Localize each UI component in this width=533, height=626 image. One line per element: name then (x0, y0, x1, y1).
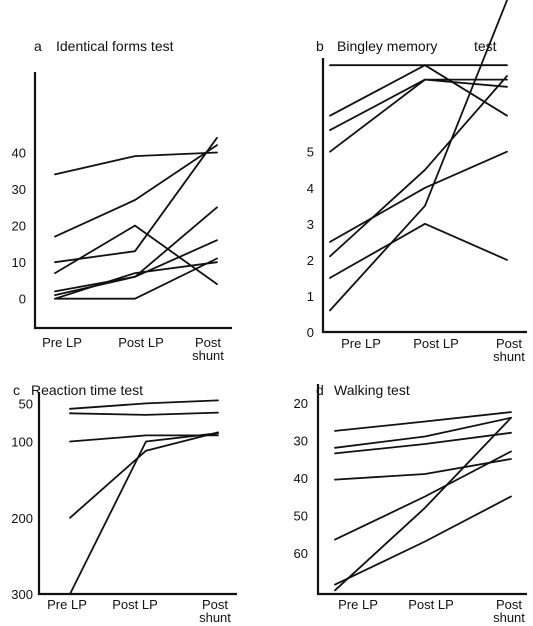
series-line (54, 151, 218, 176)
series-line (54, 257, 218, 300)
panel-b-axes (321, 58, 527, 334)
panel-d-series (334, 411, 512, 592)
panel-d-y-ticks: 20 30 40 50 60 (294, 396, 308, 561)
y-tick-label: 4 (307, 181, 314, 196)
series-line (69, 399, 219, 410)
panel-d-xlabel-post: Post LP (408, 597, 454, 612)
panel-d-letter: d (316, 382, 324, 398)
panel-d-xlabel-pre: Pre LP (338, 597, 378, 612)
series-line (334, 450, 512, 541)
panel-b-letter: b (316, 38, 324, 54)
y-tick-label: 40 (12, 145, 26, 160)
series-line (334, 416, 512, 592)
panel-c-series (69, 399, 219, 595)
series-line (334, 411, 512, 432)
series-line (329, 64, 508, 117)
y-tick-label: 60 (294, 546, 308, 561)
panel-c-letter: c (13, 382, 20, 398)
y-tick-label: 30 (12, 182, 26, 197)
series-line (329, 78, 508, 153)
panel-a-y-ticks: 0 10 20 30 40 (12, 145, 26, 306)
y-tick-label: 10 (12, 255, 26, 270)
panel-b-y-ticks: 0 1 2 3 4 5 (307, 145, 314, 340)
series-line (54, 144, 218, 238)
series-line (329, 78, 508, 132)
y-tick-label: 5 (307, 145, 314, 160)
series-line (69, 411, 219, 416)
panel-d-xlabel-shunt-2: shunt (493, 610, 525, 625)
panel-c-xlabel-pre: Pre LP (47, 597, 87, 612)
series-line (54, 261, 218, 300)
series-line (334, 495, 512, 586)
panel-a-title: Identical forms test (56, 38, 174, 54)
series-line (54, 239, 218, 297)
series-line (334, 416, 512, 449)
panel-c-axes (37, 392, 237, 596)
panel-a-series (54, 136, 218, 300)
y-tick-label: 0 (307, 325, 314, 340)
panel-a-letter: a (34, 38, 42, 54)
y-tick-label: 50 (19, 396, 33, 411)
series-line (69, 431, 219, 519)
y-tick-label: 30 (294, 433, 308, 448)
series-line (329, 150, 508, 243)
series-line (329, 0, 508, 312)
panel-a-axes (33, 72, 232, 330)
panel-d: d Walking test 20 30 40 50 60 Pre LP Post LP… (294, 382, 527, 625)
series-line (69, 432, 219, 595)
y-tick-label: 300 (11, 587, 33, 602)
panel-d-xlabel-shunt-1: Post (496, 597, 522, 612)
panel-c-title: Reaction time test (31, 382, 143, 398)
y-tick-label: 1 (307, 289, 314, 304)
y-tick-label: 20 (12, 219, 26, 234)
panel-a-xlabel-pre: Pre LP (42, 335, 82, 350)
y-tick-label: 200 (11, 511, 33, 526)
panel-b: b Bingley memory test 0 1 2 3 4 5 Pre LP Post… (307, 0, 527, 364)
panel-c-xlabel-shunt-2: shunt (199, 610, 231, 625)
panel-b-title-tail: test (474, 38, 497, 54)
panel-b-xlabel-pre: Pre LP (341, 336, 381, 351)
series-line (329, 75, 508, 258)
panel-a-xlabel-post: Post LP (118, 335, 164, 350)
panel-d-title: Walking test (334, 382, 410, 398)
panel-b-xlabel-shunt-2: shunt (493, 349, 525, 364)
panel-b-title: Bingley memory (337, 38, 437, 54)
series-line (329, 222, 508, 279)
panel-c-xlabel-shunt-1: Post (202, 597, 228, 612)
y-tick-label: 3 (307, 217, 314, 232)
panel-d-axes (316, 384, 527, 596)
panel-b-xlabel-shunt-1: Post (496, 336, 522, 351)
panel-a-xlabel-shunt-1: Post (195, 335, 221, 350)
panel-c-y-ticks: 50 100 200 300 (11, 396, 33, 602)
panel-b-series (329, 0, 508, 312)
panel-b-xlabel-post: Post LP (413, 336, 459, 351)
y-tick-label: 100 (11, 435, 33, 450)
series-line (54, 136, 218, 264)
series-line (54, 224, 218, 286)
panel-a-xlabel-shunt-2: shunt (192, 348, 224, 363)
panel-c-xlabel-post: Post LP (112, 597, 158, 612)
series-line (334, 458, 512, 481)
y-tick-label: 0 (19, 292, 26, 307)
series-line (334, 431, 512, 455)
y-tick-label: 2 (307, 253, 314, 268)
y-tick-label: 40 (294, 471, 308, 486)
y-tick-label: 20 (294, 396, 308, 411)
y-tick-label: 50 (294, 508, 308, 523)
